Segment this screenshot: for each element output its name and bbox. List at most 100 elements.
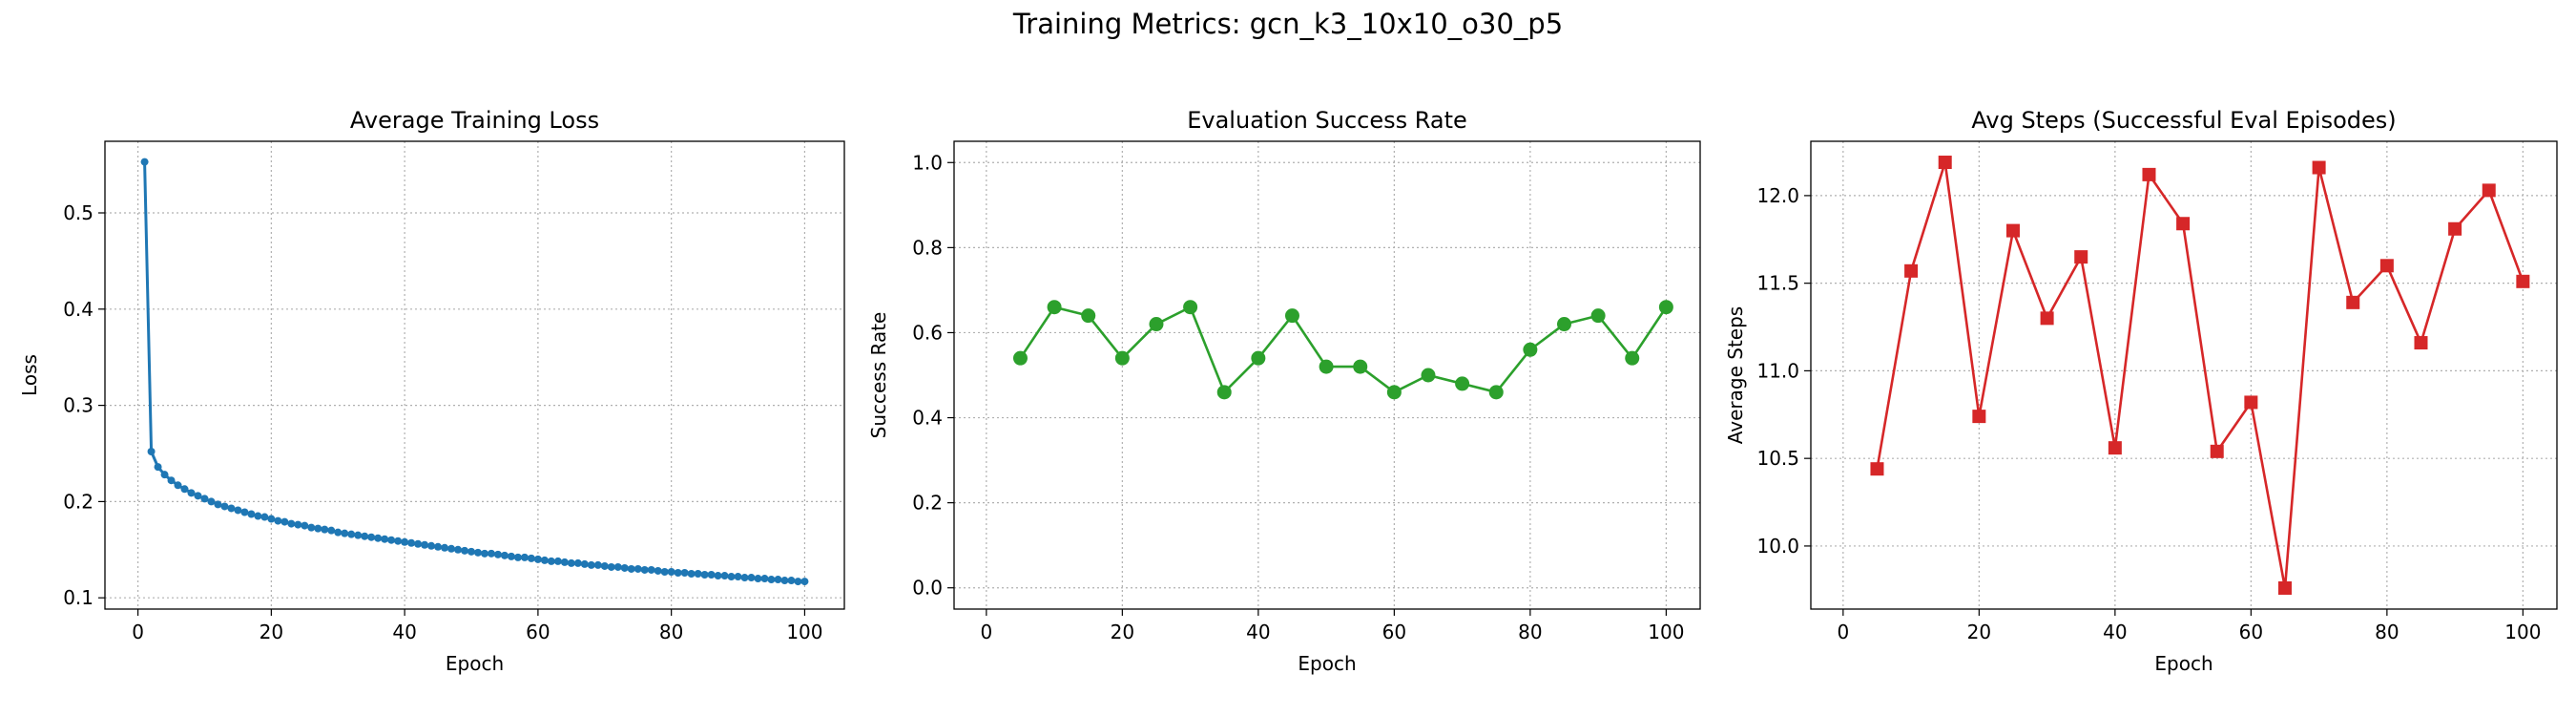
data-point (467, 547, 476, 556)
data-point (560, 558, 569, 566)
y-tick-label: 10.5 (1756, 447, 1799, 470)
y-tick-label: 0.3 (63, 394, 93, 417)
data-point (787, 577, 796, 585)
data-point (227, 504, 236, 513)
data-point (314, 524, 322, 533)
y-tick-label: 11.5 (1756, 272, 1799, 295)
data-point (1183, 300, 1198, 315)
data-point (2142, 167, 2156, 181)
y-tick-label: 0.0 (912, 577, 943, 600)
data-point (427, 541, 436, 550)
data-point (2244, 395, 2258, 410)
data-point (2414, 336, 2428, 350)
data-point (1012, 350, 1028, 366)
data-point (214, 500, 222, 509)
data-point (160, 471, 169, 479)
data-point (760, 575, 769, 583)
data-point (194, 492, 202, 500)
data-point (1455, 376, 1470, 391)
data-point (507, 552, 515, 560)
chart-panel-1: 0 20 40 60 80 100 0.1 0.2 0.3 0.4 0.5 Average Train… (18, 107, 845, 675)
data-point (774, 576, 782, 584)
y-tick-label: 0.5 (63, 201, 93, 224)
x-tick-label: 20 (1111, 621, 1134, 643)
data-point (294, 520, 302, 529)
data-point (1251, 350, 1266, 366)
data-point (1938, 156, 1952, 170)
figure-title: Training Metrics: gcn_k3_10x10_o30_p5 (1012, 8, 1564, 40)
x-axis-label: Epoch (1298, 652, 1356, 675)
data-point (167, 476, 176, 485)
data-point (654, 566, 662, 575)
data-point (354, 531, 363, 539)
data-point (334, 528, 343, 537)
data-point (634, 564, 642, 573)
data-point (493, 550, 502, 558)
data-point (640, 565, 649, 574)
y-tick-label: 0.4 (912, 407, 943, 430)
data-point (747, 574, 756, 582)
data-point (480, 549, 488, 558)
y-tick-label: 0.8 (912, 236, 943, 259)
data-point (454, 545, 463, 554)
chart-title: Avg Steps (Successful Eval Episodes) (1971, 107, 2396, 134)
x-tick-label: 100 (1648, 621, 1684, 643)
data-point (2379, 259, 2394, 273)
data-point (1870, 462, 1884, 476)
plot-frame (1810, 140, 2558, 610)
data-point (267, 515, 276, 523)
x-tick-label: 80 (1518, 621, 1542, 643)
data-point (307, 523, 316, 532)
data-point (727, 573, 736, 581)
data-point (447, 544, 456, 553)
data-point (1386, 385, 1402, 400)
data-point (1488, 385, 1504, 400)
data-point (573, 558, 582, 567)
plot-frame (104, 140, 845, 610)
x-tick-label: 60 (1382, 621, 1406, 643)
x-axis-label: Epoch (2154, 652, 2212, 675)
data-point (660, 567, 669, 576)
data-point (600, 561, 609, 570)
data-point (341, 529, 349, 537)
data-point (367, 533, 376, 541)
data-point (2176, 217, 2191, 231)
data-point (1421, 368, 1436, 383)
data-point (680, 568, 689, 577)
data-point (674, 568, 682, 577)
data-point (220, 502, 229, 511)
plot-frame (953, 140, 1701, 610)
data-point (647, 565, 655, 574)
data-point (1216, 385, 1232, 400)
x-tick-label: 40 (2103, 621, 2127, 643)
chart-title: Evaluation Success Rate (1187, 107, 1467, 134)
data-point (387, 536, 396, 544)
data-point (533, 555, 542, 563)
data-point (234, 506, 242, 515)
data-point (407, 538, 416, 547)
data-point (593, 560, 602, 569)
x-tick-label: 80 (2375, 621, 2399, 643)
x-tick-label: 20 (260, 621, 283, 643)
data-point (2074, 250, 2088, 264)
data-point (180, 485, 189, 494)
data-point (620, 563, 629, 572)
data-point (414, 539, 423, 548)
data-point (1149, 317, 1164, 332)
data-point (667, 567, 675, 576)
data-point (327, 526, 336, 535)
data-point (553, 557, 562, 565)
data-point (174, 481, 182, 490)
x-tick-label: 0 (980, 621, 992, 643)
data-point (1556, 317, 1571, 332)
data-point (1353, 359, 1368, 374)
y-tick-label: 10.0 (1756, 535, 1799, 558)
data-point (694, 570, 702, 579)
chart-panel-2: 0 20 40 60 80 100 0.0 0.2 0.4 0.6 0.8 1.0 Evaluation… (867, 107, 1701, 675)
series-line (143, 161, 805, 583)
data-point (254, 512, 262, 520)
data-point (421, 540, 429, 549)
x-tick-label: 100 (786, 621, 822, 643)
data-point (754, 575, 762, 583)
